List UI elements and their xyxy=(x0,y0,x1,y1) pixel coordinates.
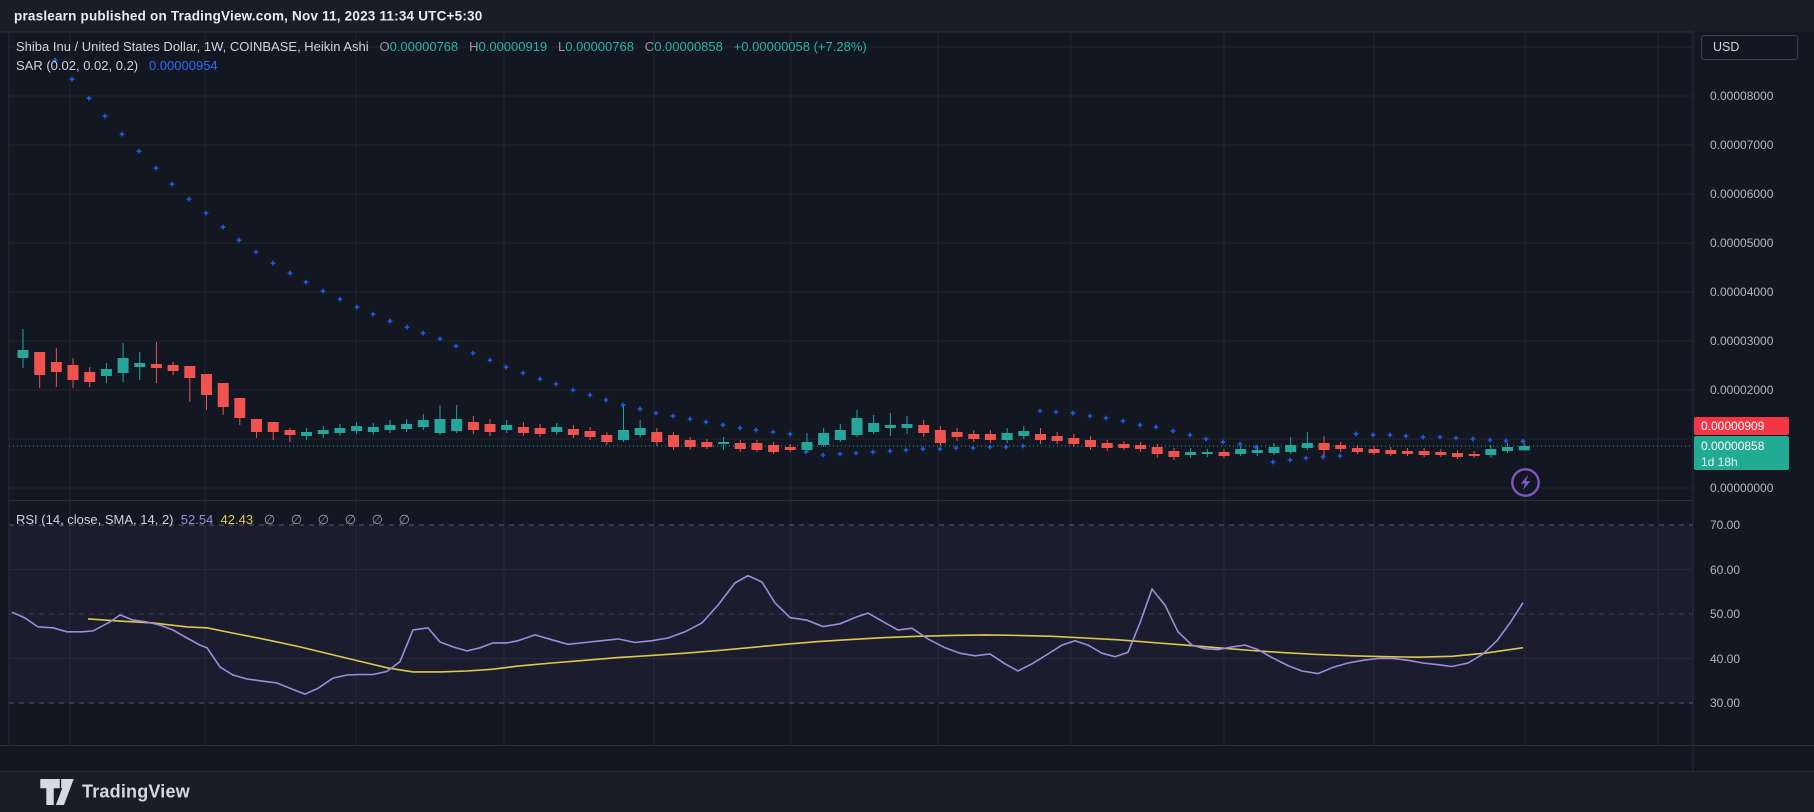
change-value: +0.00000058 (+7.28%) xyxy=(733,39,867,54)
rsi-axis-label: 50.00 xyxy=(1710,607,1741,621)
rsi-indicator-legend[interactable]: RSI (14, close, SMA, 14, 2) 52.54 42.43 … xyxy=(16,512,416,528)
quick-trade-lightning-button[interactable] xyxy=(1510,467,1541,498)
bar-countdown: 1d 18h xyxy=(1701,455,1738,469)
rsi-name[interactable]: RSI (14, close, SMA, 14, 2) xyxy=(16,512,174,527)
lightning-icon xyxy=(1520,474,1531,491)
rsi-sma-value: 42.43 xyxy=(220,512,254,527)
symbol-legend[interactable]: Shiba Inu / United States Dollar, 1W, CO… xyxy=(16,39,867,54)
footer-bar: TradingView xyxy=(0,771,1814,812)
sar-indicator-legend[interactable]: SAR (0.02, 0.02, 0.2) 0.00000954 xyxy=(16,58,218,73)
rsi-empty-slot-icons: ∅ ∅ ∅ ∅ ∅ ∅ xyxy=(263,512,416,527)
published-info-text: praslearn published on TradingView.com, … xyxy=(14,8,483,24)
published-header-bar: praslearn published on TradingView.com, … xyxy=(0,0,1814,32)
price-axis-label: 0.00004000 xyxy=(1710,285,1774,299)
price-axis-label: 0.00000000 xyxy=(1710,481,1774,495)
price-axis-label: 0.00003000 xyxy=(1710,334,1774,348)
ohlc-low-value: 0.00000768 xyxy=(565,39,634,54)
price-axis-label: 0.00008000 xyxy=(1710,89,1774,103)
rsi-value: 52.54 xyxy=(180,512,214,527)
time-axis[interactable]: MarMayJulSepNov2023MarMayJulSepNov2024 xyxy=(0,745,1814,771)
symbol-title[interactable]: Shiba Inu / United States Dollar, 1W, CO… xyxy=(16,39,369,54)
footer-brand-text[interactable]: TradingView xyxy=(82,781,190,802)
sar-value: 0.00000954 xyxy=(148,58,218,73)
rsi-axis-label: 30.00 xyxy=(1710,696,1741,710)
sar-name[interactable]: SAR (0.02, 0.02, 0.2) xyxy=(16,58,139,73)
rsi-axis-label: 70.00 xyxy=(1710,518,1741,532)
ohlc-high-label: H xyxy=(469,39,479,54)
ohlc-close-value: 0.00000858 xyxy=(654,39,723,54)
ohlc-open-value: 0.00000768 xyxy=(389,39,459,54)
ohlc-high-value: 0.00000919 xyxy=(478,39,548,54)
sar-price-badge: 0.00000909 xyxy=(1694,417,1789,435)
ohlc-close-label: C xyxy=(644,39,655,54)
last-price-badge: 0.00000858 1d 18h xyxy=(1694,436,1789,470)
rsi-axis-label: 60.00 xyxy=(1710,562,1741,577)
currency-toggle-button[interactable]: USD xyxy=(1701,35,1798,60)
last-price-value: 0.00000858 xyxy=(1701,439,1765,453)
rsi-axis-label: 40.00 xyxy=(1710,651,1741,666)
ohlc-low-label: L xyxy=(558,39,566,54)
price-axis-label: 0.00002000 xyxy=(1710,383,1774,397)
ohlc-open-label: O xyxy=(379,39,390,54)
price-axis-label: 0.00005000 xyxy=(1710,236,1774,250)
price-axis-label: 0.00006000 xyxy=(1710,187,1774,201)
price-axis-label: 0.00007000 xyxy=(1710,138,1774,152)
tradingview-logo-icon[interactable] xyxy=(40,779,74,805)
